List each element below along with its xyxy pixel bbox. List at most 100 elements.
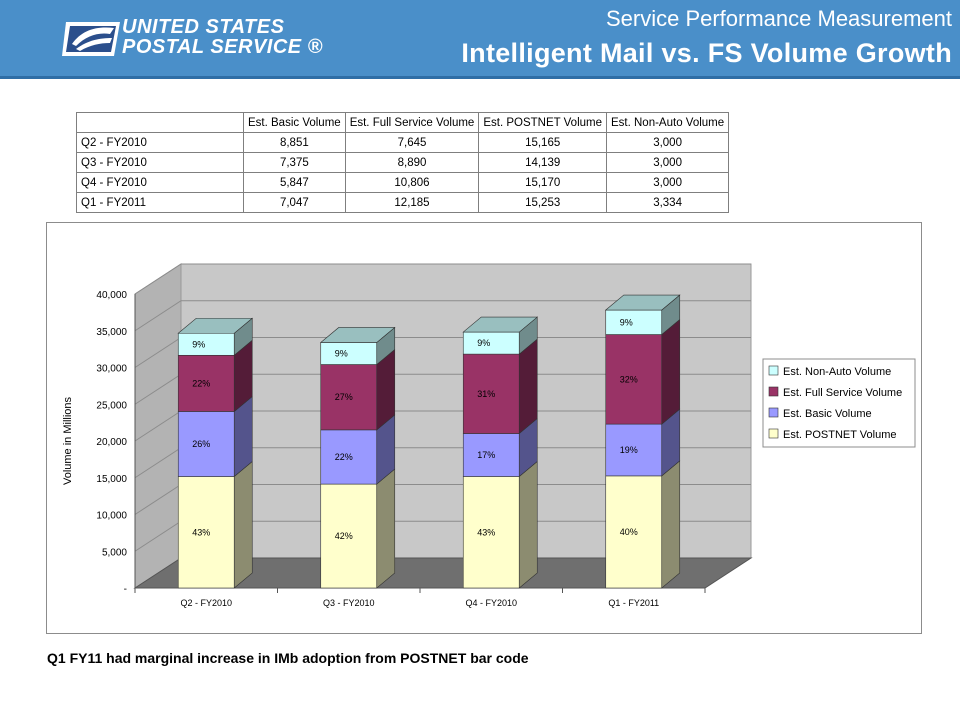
legend-swatch [768, 386, 779, 397]
bar-segment [320, 483, 378, 589]
y-tick-label: 30,000 [96, 364, 127, 375]
table-row-label: Q4 - FY2010 [76, 172, 244, 193]
logo-line-2: POSTAL SERVICE ® [122, 36, 323, 58]
bar-segment [177, 411, 235, 477]
y-tick-label: - [124, 584, 127, 595]
table-cell: 8,851 [243, 132, 346, 153]
y-tick-label: 40,000 [96, 290, 127, 301]
data-label: 9% [192, 339, 205, 349]
table-cell: 15,170 [478, 172, 607, 193]
table-row: Q1 - FY2011 7,047 12,185 15,253 3,334 [76, 192, 730, 213]
data-label: 9% [477, 338, 490, 348]
table-cell: 7,645 [344, 132, 480, 153]
bar-segment [605, 309, 663, 335]
y-tick-label: 5,000 [102, 547, 127, 558]
header-banner: UNITED STATES POSTAL SERVICE ® Service P… [0, 0, 960, 79]
bar-top-face [319, 327, 396, 343]
bar-segment [462, 433, 520, 477]
legend-swatch [768, 428, 779, 439]
table-header-cell [76, 112, 244, 133]
table-row: Q2 - FY2010 8,851 7,645 15,165 3,000 [76, 132, 730, 153]
bar-segment [320, 342, 378, 365]
table-cell: 3,334 [605, 192, 730, 213]
data-label: 40% [620, 527, 638, 537]
usps-eagle-logo [62, 22, 120, 56]
table-cell: 7,047 [243, 192, 346, 213]
y-tick-label: 25,000 [96, 400, 127, 411]
table-header-cell: Est. POSTNET Volume [478, 112, 607, 133]
data-label: 26% [192, 439, 210, 449]
bar-segment [605, 475, 663, 589]
y-tick-label: 35,000 [96, 327, 127, 338]
bar-segment-side [233, 460, 253, 589]
legend-label: Est. POSTNET Volume [783, 429, 897, 441]
bar-segment-side [376, 468, 396, 589]
table-cell: 14,139 [478, 152, 607, 173]
page-title: Intelligent Mail vs. FS Volume Growth [461, 38, 952, 68]
table-cell: 7,375 [243, 152, 346, 173]
bar-top-face [604, 294, 681, 311]
data-label: 32% [620, 374, 638, 384]
bar-top-face [462, 316, 539, 333]
table-row-label: Q3 - FY2010 [76, 152, 244, 173]
table-header-cell: Est. Full Service Volume [344, 112, 480, 133]
table-cell: 3,000 [605, 172, 730, 193]
bar-segment [462, 476, 520, 589]
bar-segment-side [518, 460, 538, 589]
table-row: Q4 - FY2010 5,847 10,806 15,170 3,000 [76, 172, 730, 193]
y-tick-label: 15,000 [96, 474, 127, 485]
table-cell: 15,253 [478, 192, 607, 213]
data-label: 19% [620, 445, 638, 455]
bar-segment-side [661, 460, 681, 589]
chart-container: - 5,000 10,000 15,000 20,000 25,000 30,000 35,0… [46, 222, 922, 634]
data-label: 9% [620, 317, 633, 327]
chart-legend: Est. Non-Auto Volume Est. Full Service Vo… [762, 358, 916, 448]
table-row-label: Q2 - FY2010 [76, 132, 244, 153]
data-label: 43% [477, 527, 495, 537]
table-row-label: Q1 - FY2011 [76, 192, 244, 213]
y-tick-label: 20,000 [96, 437, 127, 448]
legend-swatch [768, 365, 779, 376]
gridline [134, 263, 751, 295]
legend-swatch [768, 407, 779, 418]
y-tick-label: 10,000 [96, 511, 127, 522]
legend-label: Est. Non-Auto Volume [783, 366, 891, 378]
x-tick-label: Q3 - FY2010 [323, 598, 375, 608]
bar-segment [462, 331, 520, 355]
x-tick-label: Q1 - FY2011 [608, 598, 659, 608]
bar-segment-side [518, 338, 538, 435]
y-axis-title: Volume in Millions [62, 396, 74, 485]
header-subtitle: Service Performance Measurement [605, 6, 952, 31]
x-tick-label: Q2 - FY2010 [180, 598, 232, 608]
bar-segment [177, 476, 235, 589]
bar-segment [320, 364, 378, 431]
data-label: 9% [335, 349, 348, 359]
table-cell: 12,185 [344, 192, 480, 213]
table-cell: 8,890 [344, 152, 480, 173]
legend-label: Est. Basic Volume [783, 408, 872, 420]
legend-label: Est. Full Service Volume [783, 387, 902, 399]
data-label: 43% [192, 527, 210, 537]
table-cell: 3,000 [605, 132, 730, 153]
bar-segment [605, 334, 663, 425]
data-label: 27% [335, 392, 353, 402]
data-label: 22% [335, 452, 353, 462]
stacked-bar-chart: - 5,000 10,000 15,000 20,000 25,000 30,000 35,0… [62, 263, 916, 608]
table-cell: 3,000 [605, 152, 730, 173]
data-label: 42% [335, 531, 353, 541]
table-header-cell: Est. Non-Auto Volume [605, 112, 730, 133]
table-cell: 10,806 [344, 172, 480, 193]
bar-top-face [177, 317, 254, 334]
data-label: 31% [477, 389, 495, 399]
gridline [134, 300, 751, 332]
bar-segment-side [661, 318, 681, 425]
data-label: 22% [192, 378, 210, 388]
table-cell: 5,847 [243, 172, 346, 193]
logo-wordmark: UNITED STATES POSTAL SERVICE ® [122, 17, 323, 57]
bar-segment [177, 332, 235, 356]
table-row: Q3 - FY2010 7,375 8,890 14,139 3,000 [76, 152, 730, 173]
table-cell: 15,165 [478, 132, 607, 153]
bar-segment [462, 353, 520, 434]
bar-segment [605, 423, 663, 477]
bar-segment [320, 429, 378, 485]
